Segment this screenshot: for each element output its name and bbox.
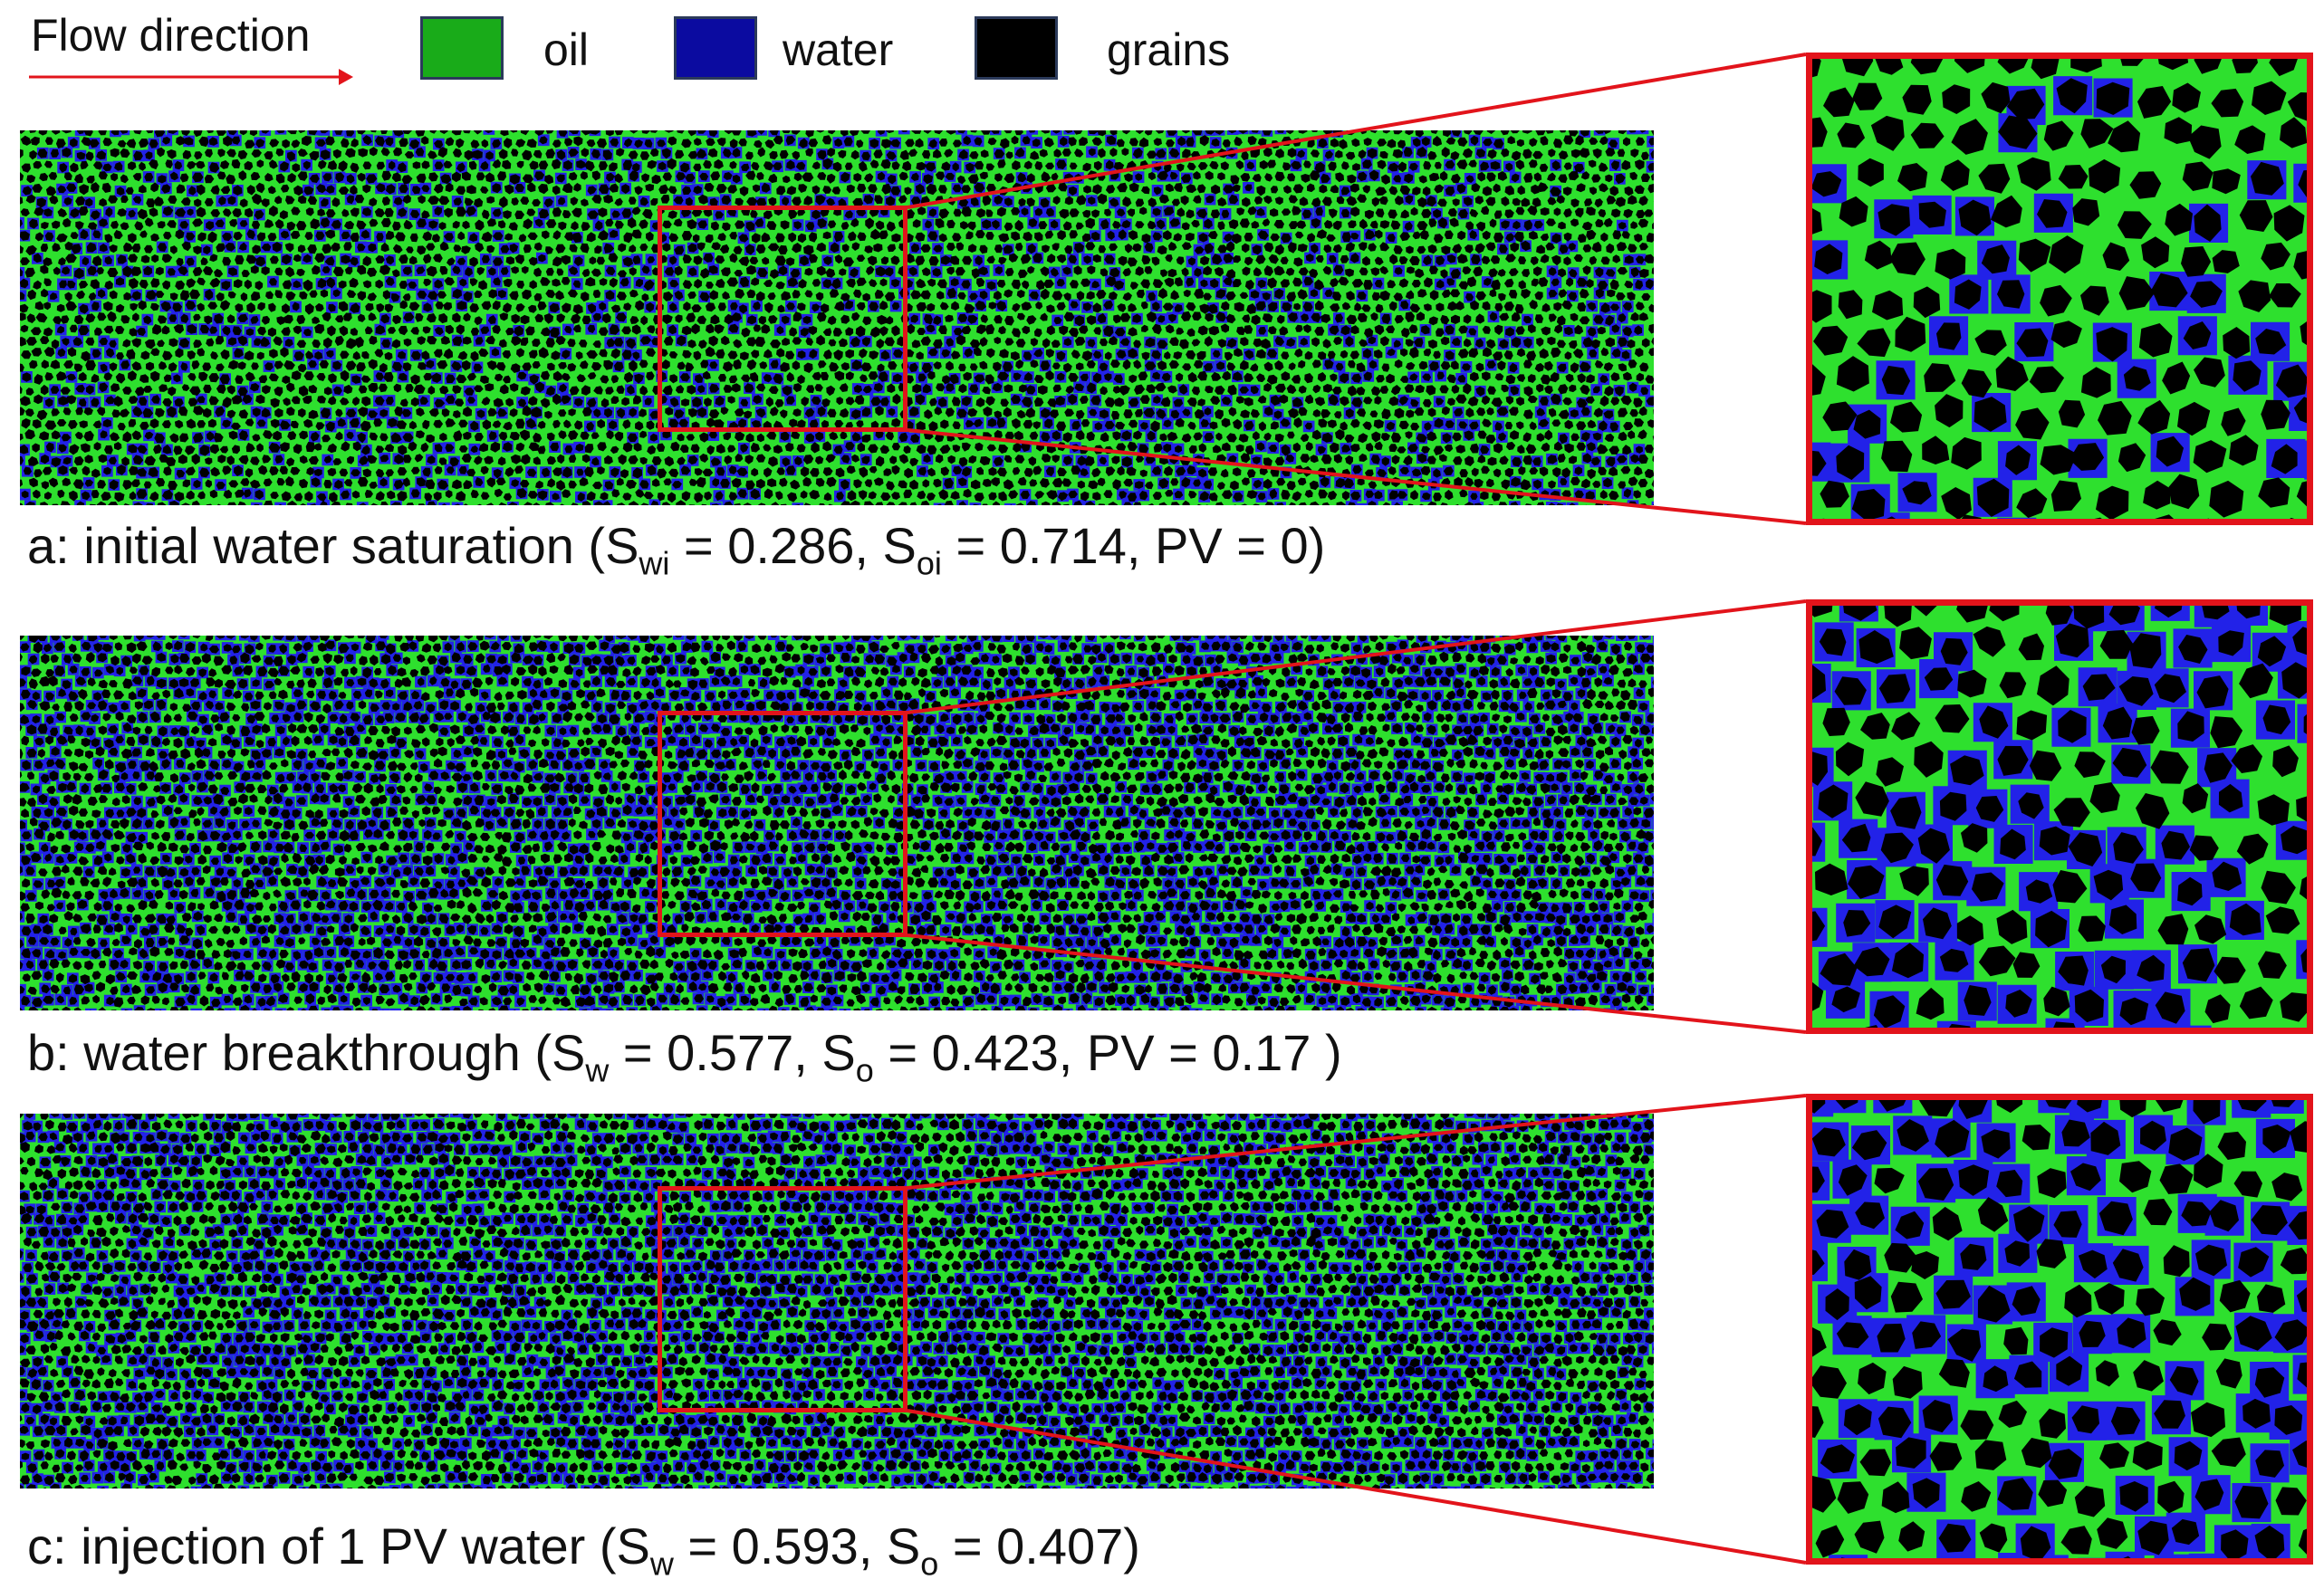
zoom-inset-a — [1806, 53, 2313, 525]
legend-swatch-grains — [975, 16, 1058, 80]
flow-direction-label: Flow direction — [31, 10, 311, 61]
zoom-region-box-a — [658, 206, 908, 432]
legend-swatch-oil — [420, 16, 504, 80]
legend-label-oil: oil — [543, 24, 590, 75]
caption-a: a: initial water saturation (Swi = 0.286… — [27, 517, 1326, 582]
legend-swatch-water — [674, 16, 757, 80]
caption-c: c: injection of 1 PV water (Sw = 0.593, … — [27, 1517, 1140, 1583]
flow-direction-arrow-icon — [29, 69, 353, 85]
zoom-inset-c — [1806, 1094, 2313, 1565]
zoom-inset-b — [1806, 599, 2313, 1034]
legend-label-grains: grains — [1107, 24, 1231, 75]
zoom-region-box-b — [658, 711, 908, 937]
caption-b: b: water breakthrough (Sw = 0.577, So = … — [27, 1024, 1342, 1089]
legend-label-water: water — [783, 24, 894, 75]
micromodel-panel-c — [20, 1114, 1654, 1488]
zoom-region-box-c — [658, 1186, 908, 1412]
